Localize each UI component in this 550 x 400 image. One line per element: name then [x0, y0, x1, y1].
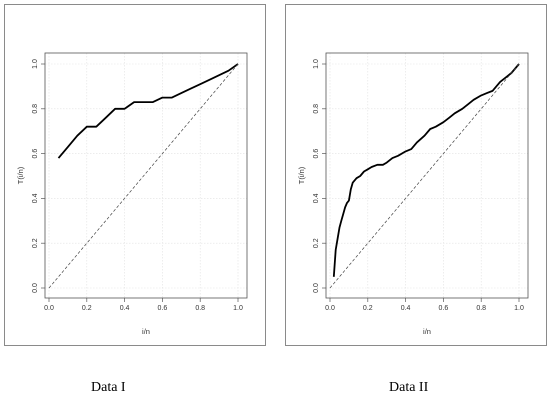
- x-tick-label: 0.2: [82, 305, 92, 312]
- x-tick-label: 0.0: [44, 305, 54, 312]
- y-axis-label: T(i/n): [297, 166, 306, 184]
- x-tick-label: 0.6: [158, 305, 168, 312]
- ttt-curve: [57, 63, 239, 159]
- y-tick-label: 0.4: [313, 193, 320, 203]
- x-tick-label: 0.2: [363, 305, 373, 312]
- chart-panel-data-2: 0.0 0.2 0.4 0.6 0.8 1.0 0.0 0.2 0.4 0.6 0.8 1.0 i/n T…: [285, 4, 547, 346]
- y-tick-label: 0.0: [313, 283, 320, 293]
- y-tick-label: 1.0: [32, 59, 39, 69]
- y-tick-label: 0.6: [32, 149, 39, 159]
- x-tick-label: 0.8: [476, 305, 486, 312]
- y-tick-label: 1.0: [313, 59, 320, 69]
- diagonal-reference-line: [48, 63, 239, 289]
- y-tick-label: 0.8: [32, 104, 39, 114]
- y-tick-label: 0.6: [313, 149, 320, 159]
- caption-data-1: Data I: [91, 380, 126, 395]
- diagonal-reference-line: [329, 63, 520, 289]
- y-tick-label: 0.2: [32, 238, 39, 248]
- x-tick-label: 0.0: [325, 305, 335, 312]
- y-tick-label: 0.4: [32, 193, 39, 203]
- x-tick-label: 1.0: [233, 305, 243, 312]
- chart-panel-data-1: 0.0 0.2 0.4 0.6 0.8 1.0 0.0 0.2 0.4 0.6 0.8 1.0 i/n T…: [4, 4, 266, 346]
- ttt-curve: [332, 63, 520, 277]
- x-axis-label: i/n: [423, 327, 431, 336]
- x-tick-label: 0.4: [401, 305, 411, 312]
- y-tick-label: 0.0: [32, 283, 39, 293]
- x-axis-label: i/n: [142, 327, 150, 336]
- y-axis-label: T(i/n): [16, 166, 25, 184]
- chart-svg-data-2: 0.0 0.2 0.4 0.6 0.8 1.0 0.0 0.2 0.4 0.6 0.8 1.0 i/n T…: [297, 52, 529, 336]
- plot-frame: [325, 52, 529, 299]
- y-tick-label: 0.2: [313, 238, 320, 248]
- caption-data-2: Data II: [389, 380, 429, 395]
- plot-frame: [44, 52, 248, 299]
- y-tick-label: 0.8: [313, 104, 320, 114]
- chart-svg-data-1: 0.0 0.2 0.4 0.6 0.8 1.0 0.0 0.2 0.4 0.6 0.8 1.0 i/n T…: [16, 52, 248, 336]
- x-tick-label: 0.6: [439, 305, 449, 312]
- x-tick-label: 1.0: [514, 305, 524, 312]
- x-tick-label: 0.4: [120, 305, 130, 312]
- x-tick-label: 0.8: [195, 305, 205, 312]
